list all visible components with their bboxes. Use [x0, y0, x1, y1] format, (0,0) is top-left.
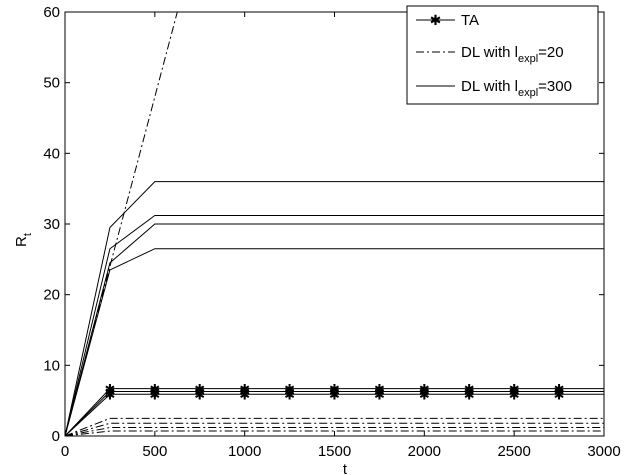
- legend-star-marker: ✱: [430, 13, 442, 29]
- star-marker: ✱: [149, 385, 160, 400]
- legend-entry-ta: ✱ TA: [416, 12, 479, 29]
- x-tick-label: 2500: [497, 443, 530, 460]
- legend-entry-dl-300: DL with lexpl=300: [416, 78, 572, 99]
- y-tick-label: 60: [43, 4, 60, 21]
- x-tick-label: 2000: [408, 443, 441, 460]
- legend-box: [406, 5, 599, 105]
- star-marker: ✱: [239, 383, 250, 398]
- star-marker: ✱: [284, 385, 295, 400]
- star-marker: ✱: [104, 385, 115, 400]
- series-line-10: [64, 223, 604, 437]
- legend-entry-dl-20: DL with lexpl=20: [416, 44, 564, 65]
- star-marker: ✱: [464, 388, 475, 403]
- star-marker: ✱: [194, 385, 205, 400]
- series-line-6: [64, 427, 604, 437]
- star-marker: ✱: [509, 385, 520, 400]
- legend: ✱ TA DL with lexpl=20 DL with lexpl=300: [406, 5, 599, 105]
- y-tick-label: 30: [43, 216, 60, 233]
- y-tick-label: 50: [43, 75, 60, 92]
- star-marker: ✱: [374, 385, 385, 400]
- star-marker: ✱: [329, 383, 340, 398]
- star-marker: ✱: [149, 388, 160, 403]
- series-line-9: [64, 215, 604, 437]
- star-marker: ✱: [374, 383, 385, 398]
- x-tick-label: 1000: [228, 443, 261, 460]
- star-marker: ✱: [554, 385, 565, 400]
- star-marker: ✱: [464, 385, 475, 400]
- series-line-7: [64, 430, 604, 437]
- y-axis-label-sub: t: [22, 233, 34, 236]
- y-axis-label-main: R: [13, 236, 30, 247]
- star-marker: ✱: [104, 383, 115, 398]
- y-tick-label: 0: [52, 428, 60, 445]
- star-marker: ✱: [194, 383, 205, 398]
- y-axis: 0 10 20 30 40 50 60: [43, 4, 604, 445]
- y-tick-label: 20: [43, 287, 60, 304]
- star-marker: ✱: [149, 383, 160, 398]
- x-axis-label: t: [343, 461, 348, 475]
- star-marker: ✱: [554, 388, 565, 403]
- svg-text:Rt: Rt: [13, 233, 34, 247]
- series-layer: [64, 11, 604, 437]
- legend-label-ta: TA: [461, 12, 479, 29]
- x-tick-label: 0: [61, 443, 69, 460]
- star-marker: ✱: [239, 388, 250, 403]
- series-line-3: [64, 11, 178, 437]
- series-line-8: [64, 181, 604, 437]
- star-marker: ✱: [509, 388, 520, 403]
- x-axis: 0 500 1000 1500 2000 2500 3000: [61, 12, 621, 460]
- y-tick-label: 40: [43, 145, 60, 162]
- y-axis-label: Rt: [13, 233, 34, 247]
- star-marker: ✱: [104, 388, 115, 403]
- star-marker: ✱: [419, 388, 430, 403]
- star-marker: ✱: [374, 388, 385, 403]
- x-tick-label: 1500: [318, 443, 351, 460]
- series-line-4: [64, 417, 604, 437]
- series-line-0: [64, 388, 604, 437]
- star-marker: ✱: [419, 383, 430, 398]
- x-tick-label: 3000: [587, 443, 620, 460]
- x-tick-label: 500: [142, 443, 167, 460]
- star-marker: ✱: [194, 388, 205, 403]
- star-marker: ✱: [554, 383, 565, 398]
- legend-label-dl-20: DL with lexpl=20: [461, 44, 564, 65]
- star-marker: ✱: [509, 383, 520, 398]
- star-marker: ✱: [464, 383, 475, 398]
- star-marker: ✱: [239, 385, 250, 400]
- star-marker: ✱: [284, 388, 295, 403]
- series-line-11: [64, 248, 604, 437]
- star-marker: ✱: [329, 385, 340, 400]
- marker-layer: ✱ ✱ ✱ ✱ ✱ ✱ ✱ ✱ ✱ ✱ ✱✱ ✱ ✱ ✱ ✱ ✱ ✱ ✱ ✱ ✱ ✱✱ ✱ ✱ ✱ ✱ ✱ ✱ ✱ ✱ ✱ ✱: [104, 383, 564, 404]
- legend-label-dl-300: DL with lexpl=300: [461, 78, 572, 99]
- star-marker: ✱: [284, 383, 295, 398]
- star-marker: ✱: [329, 388, 340, 403]
- y-tick-label: 10: [43, 357, 60, 374]
- series-line-1: [64, 390, 604, 437]
- series-line-2: [64, 393, 604, 437]
- star-marker: ✱: [419, 385, 430, 400]
